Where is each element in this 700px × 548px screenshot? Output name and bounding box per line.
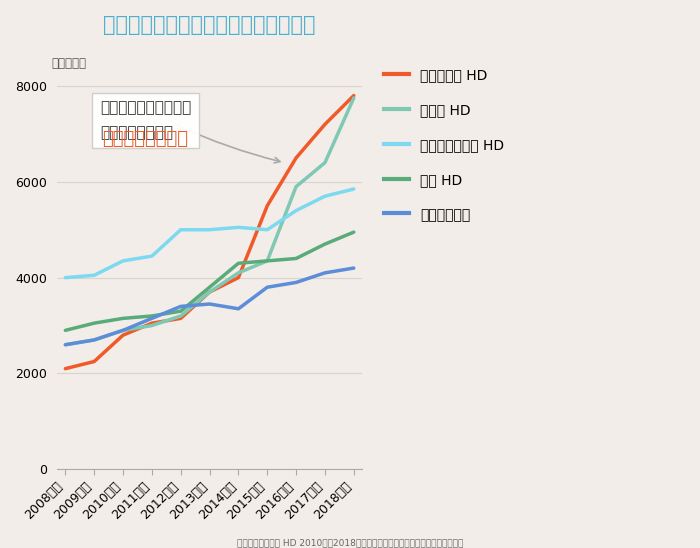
Text: 業界トップクラス: 業界トップクラス (102, 130, 188, 148)
Text: ウエルシアの成長率は
業界トップクラス: ウエルシアの成長率は 業界トップクラス (100, 100, 191, 140)
Text: 出典：ウエルシア HD 2010年・2018年「決算説明会資料」よりココファーマ作成: 出典：ウエルシア HD 2010年・2018年「決算説明会資料」よりココファーマ… (237, 538, 463, 547)
Legend: ウエルシア HD, ツルハ HD, マツモトキヨシ HD, スギ HD, サンドラッグ: ウエルシア HD, ツルハ HD, マツモトキヨシ HD, スギ HD, サンド… (379, 63, 510, 227)
Title: ドラッグストア業界企業別売上高推移: ドラッグストア業界企業別売上高推移 (104, 15, 316, 35)
Text: 単位：億円: 単位：億円 (51, 57, 86, 70)
